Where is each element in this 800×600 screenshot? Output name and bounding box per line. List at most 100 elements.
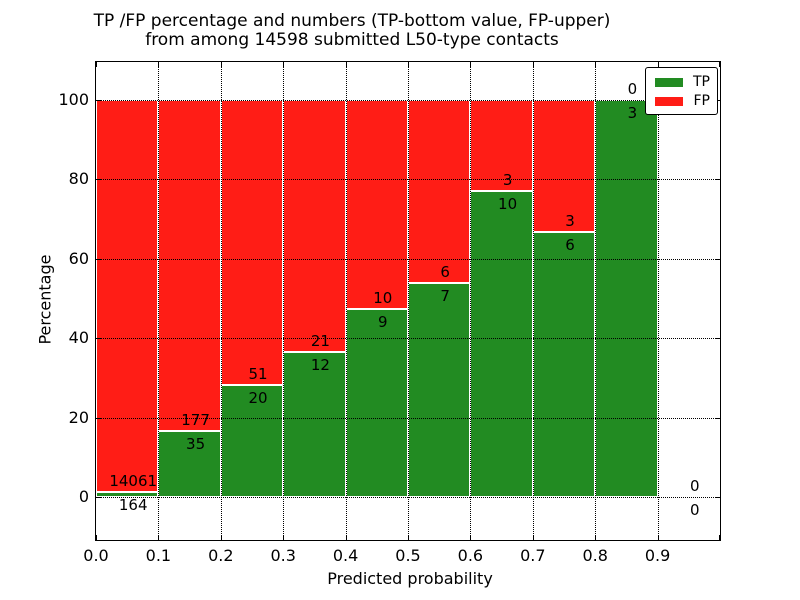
grid-line-vertical [470, 62, 472, 540]
fp-count-label: 0 [690, 477, 700, 495]
bar-fp-segment [158, 99, 221, 432]
y-axis-tick [96, 258, 101, 260]
x-axis-tick-top [595, 62, 597, 67]
chart-title-line1: TP /FP percentage and numbers (TP-bottom… [93, 11, 611, 31]
grid-line-vertical [283, 62, 285, 540]
fp-count-label: 177 [181, 411, 210, 430]
tp-count-label: 12 [310, 356, 330, 375]
grid-line-vertical [158, 62, 160, 540]
x-axis-tick-top [408, 62, 409, 67]
tp-count-label: 9 [378, 312, 388, 331]
x-tick-label: 0.7 [520, 546, 546, 565]
fp-count-label: 51 [248, 365, 268, 384]
x-axis-tick-top [719, 62, 720, 67]
x-axis-tick-top [96, 62, 97, 67]
plot-area: 14061 164 177 35 51 20 21 12 10 9 6 7 3 10 3 6 0 3 0 0 [95, 61, 721, 541]
tp-count-label: 35 [186, 435, 206, 454]
y-tick-label: 60 [68, 248, 89, 268]
x-tick-label: 0.2 [208, 546, 234, 565]
bar-fp-segment [220, 99, 284, 386]
legend-item-fp: FP [655, 94, 710, 108]
grid-line-vertical [408, 62, 409, 540]
x-tick-label: 0.6 [457, 546, 484, 565]
x-axis-tick-top [470, 62, 472, 67]
tp-count-label: 7 [440, 286, 450, 305]
bar-fp-segment [283, 99, 346, 353]
fp-count-label: 3 [502, 171, 513, 190]
bar-tp-segment [158, 431, 221, 497]
tp-count-label: 0 [690, 501, 700, 519]
y-axis-tick [96, 99, 101, 101]
bar-tp-segment [532, 232, 596, 497]
x-axis-label: Predicted probability [327, 569, 493, 588]
grid-line-vertical [595, 62, 597, 540]
tp-count-label: 3 [627, 103, 638, 122]
y-axis-tick [96, 338, 101, 339]
tp-count-label: 164 [118, 496, 148, 515]
bar-tp-segment [408, 282, 471, 497]
grid-line-horizontal [96, 179, 720, 180]
grid-line-vertical [657, 62, 659, 540]
bar-fp-segment [408, 99, 471, 283]
x-axis-tick [532, 535, 534, 540]
x-tick-label: 0.0 [83, 546, 109, 565]
grid-line-horizontal [96, 258, 720, 260]
legend: TP FP [645, 67, 718, 115]
y-tick-label: 0 [78, 487, 89, 506]
x-axis-tick [408, 535, 409, 540]
y-axis-tick-right [715, 338, 720, 339]
x-axis-tick [345, 535, 347, 540]
fp-count-label: 3 [565, 212, 575, 230]
x-tick-label: 0.8 [582, 546, 608, 565]
bar-tp-segment [96, 492, 159, 497]
grid-line-vertical [532, 62, 534, 540]
x-axis-tick-top [158, 62, 160, 67]
x-tick-label: 0.5 [395, 546, 421, 565]
y-axis-label: Percentage [35, 254, 55, 345]
grid-line-horizontal [96, 338, 720, 339]
bar-fp-segment [470, 99, 533, 192]
x-tick-label: 0.1 [145, 546, 172, 565]
x-axis-tick [595, 535, 597, 540]
bar-fp-segment [345, 99, 408, 309]
bar-tp-segment [595, 99, 658, 497]
tp-count-label: 10 [498, 195, 518, 214]
x-axis-tick [220, 535, 222, 540]
grid-line-horizontal [96, 99, 720, 101]
legend-label-fp: FP [693, 93, 711, 109]
tp-color-swatch [655, 77, 683, 87]
chart-title-line2: from among 14598 submitted L50-type cont… [145, 30, 559, 50]
x-axis-tick [96, 535, 97, 540]
tp-count-label: 6 [565, 236, 575, 254]
x-axis-tick [657, 535, 659, 540]
fp-count-label: 14061 [109, 472, 158, 491]
y-axis-tick [96, 497, 101, 498]
bar-tp-segment [470, 191, 533, 497]
bar-tp-segment [345, 308, 408, 497]
grid-line-vertical [345, 62, 347, 540]
x-tick-label: 0.4 [332, 546, 359, 565]
x-axis-tick-top [283, 62, 285, 67]
chart-title: TP /FP percentage and numbers (TP-bottom… [0, 12, 704, 50]
x-axis-tick [470, 535, 472, 540]
legend-item-tp: TP [655, 75, 710, 89]
fp-count-label: 10 [373, 288, 393, 307]
x-tick-label: 0.3 [270, 546, 296, 565]
y-axis-tick-right [715, 179, 720, 180]
tp-count-label: 20 [248, 389, 268, 408]
y-axis-tick-right [715, 417, 720, 419]
bar-tp-segment [283, 352, 346, 497]
y-axis-tick-right [715, 258, 720, 260]
x-axis-tick-top [220, 62, 222, 67]
y-tick-label: 20 [68, 407, 89, 427]
legend-label-tp: TP [693, 74, 710, 90]
x-axis-tick-top [345, 62, 347, 67]
bar-fp-segment [96, 99, 159, 493]
fp-count-label: 21 [310, 332, 330, 351]
grid-line-vertical [220, 62, 222, 540]
y-axis-tick-right [715, 497, 720, 498]
x-axis-tick [158, 535, 160, 540]
x-axis-tick-top [532, 62, 534, 67]
y-tick-label: 80 [68, 169, 89, 188]
